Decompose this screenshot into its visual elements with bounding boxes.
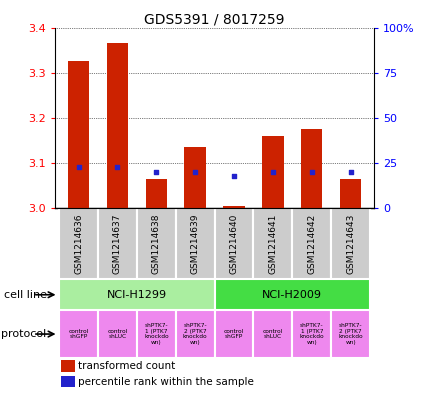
Text: shPTK7-
2 (PTK7
knockdo
wn): shPTK7- 2 (PTK7 knockdo wn) [338,323,363,345]
Bar [215,279,370,310]
Point [75,163,82,170]
Point [192,169,198,175]
Bar [146,179,167,208]
Bar [59,310,98,358]
Bar [262,136,283,208]
Point [231,173,238,179]
Point [114,163,121,170]
Title: GDS5391 / 8017259: GDS5391 / 8017259 [144,12,285,26]
Bar [340,179,361,208]
Bar [98,208,137,279]
Text: NCI-H1299: NCI-H1299 [107,290,167,300]
Bar [137,208,176,279]
Text: control
shLUC: control shLUC [108,329,128,340]
Text: cell line: cell line [4,290,47,300]
Text: shPTK7-
1 (PTK7
knockdo
wn): shPTK7- 1 (PTK7 knockdo wn) [300,323,324,345]
Bar [301,129,323,208]
Bar [331,208,370,279]
Bar [176,310,215,358]
Text: control
shGFP: control shGFP [68,329,89,340]
Bar [292,208,331,279]
Bar [253,208,292,279]
Point [309,169,315,175]
Text: GSM1214643: GSM1214643 [346,213,355,274]
Text: control
shLUC: control shLUC [263,329,283,340]
Bar [215,208,253,279]
Bar [59,208,98,279]
Bar [98,310,137,358]
Point [269,169,276,175]
Text: shPTK7-
2 (PTK7
knockdo
wn): shPTK7- 2 (PTK7 knockdo wn) [183,323,207,345]
Text: GSM1214637: GSM1214637 [113,213,122,274]
Bar [68,61,89,208]
Bar [253,310,292,358]
Text: GSM1214639: GSM1214639 [191,213,200,274]
Bar [292,310,331,358]
Bar [61,376,75,387]
Text: shPTK7-
1 (PTK7
knockdo
wn): shPTK7- 1 (PTK7 knockdo wn) [144,323,169,345]
Bar [184,147,206,208]
Bar [331,310,370,358]
Text: GSM1214638: GSM1214638 [152,213,161,274]
Text: GSM1214641: GSM1214641 [269,213,278,274]
Text: GSM1214636: GSM1214636 [74,213,83,274]
Bar [215,310,253,358]
Bar [224,206,245,208]
Text: NCI-H2009: NCI-H2009 [262,290,323,300]
Text: control
shGFP: control shGFP [224,329,244,340]
Text: transformed count: transformed count [78,361,176,371]
Point [347,169,354,175]
Point [153,169,160,175]
Bar [61,360,75,372]
Bar [107,43,128,208]
Text: GSM1214642: GSM1214642 [307,213,316,274]
Bar [176,208,215,279]
Bar [137,310,176,358]
Text: protocol: protocol [2,329,47,339]
Text: GSM1214640: GSM1214640 [230,213,238,274]
Bar [59,279,215,310]
Text: percentile rank within the sample: percentile rank within the sample [78,376,254,387]
